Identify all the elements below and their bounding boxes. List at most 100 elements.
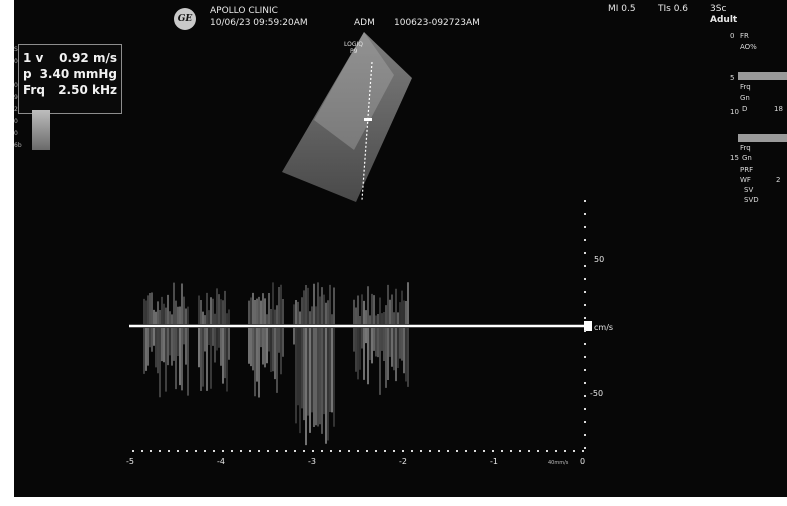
time-tick [528, 450, 530, 452]
left-strip-item: SE [14, 46, 24, 58]
time-tick [420, 450, 422, 452]
left-strip-item: 00 [14, 58, 24, 70]
ge-logo-icon: GE [174, 8, 196, 30]
scale-tick [584, 382, 586, 384]
sample-volume-gate[interactable] [364, 118, 372, 121]
time-tick [582, 450, 584, 452]
scale-tick [584, 369, 586, 371]
time-tick [321, 450, 323, 452]
time-tick [510, 450, 512, 452]
bmode-tissue-highlight [314, 32, 394, 150]
scale-tick [584, 265, 586, 267]
time-tick [204, 450, 206, 452]
param-gn-2: Gn [742, 154, 752, 162]
left-strip-item: 2 [14, 106, 18, 113]
time-tick [312, 450, 314, 452]
param-wf-value: 2 [776, 176, 781, 184]
doppler-cursor-line[interactable] [361, 61, 373, 201]
param-prf: PRF [740, 166, 754, 174]
velocity-label: 1 v [23, 51, 44, 65]
time-tick-label: -5 [126, 457, 134, 466]
depth-mark-10: 10 [730, 108, 739, 116]
pressure-value: 3.40 mmHg [39, 67, 117, 81]
time-tick [393, 450, 395, 452]
time-axis [132, 450, 584, 452]
image-label-sub: P9 [350, 48, 358, 55]
pressure-label: p [23, 67, 32, 81]
depth-mark-15: 15 [730, 154, 739, 162]
scale-tick [584, 291, 586, 293]
logo-text: GE [177, 14, 193, 24]
scale-tick [584, 200, 586, 202]
bmode-sector[interactable] [282, 32, 412, 202]
operator-id: ADM [354, 18, 375, 28]
time-tick [402, 450, 404, 452]
time-tick [483, 450, 485, 452]
time-tick [303, 450, 305, 452]
time-tick [276, 450, 278, 452]
time-tick [231, 450, 233, 452]
time-tick [141, 450, 143, 452]
left-info-strip: SE 00 0 9 2 0 0 6b [14, 46, 24, 154]
param-svd: SVD [744, 196, 759, 204]
time-tick [357, 450, 359, 452]
scale-tick [584, 330, 586, 332]
clinic-name: APOLLO CLINIC [210, 6, 278, 16]
time-tick-label: -3 [308, 457, 316, 466]
time-tick [177, 450, 179, 452]
time-tick [537, 450, 539, 452]
time-tick-label: 0 [580, 457, 585, 466]
time-tick [150, 450, 152, 452]
time-tick [546, 450, 548, 452]
pw-section-bar [738, 134, 787, 142]
time-tick [132, 450, 134, 452]
time-tick [366, 450, 368, 452]
scale-tick [584, 447, 586, 449]
time-tick [474, 450, 476, 452]
param-d-value: 18 [774, 105, 783, 113]
time-tick [258, 450, 260, 452]
param-fr: FR [740, 32, 749, 40]
scale-unit-label: cm/s [594, 323, 613, 332]
param-ao: AO% [740, 43, 757, 51]
time-tick [339, 450, 341, 452]
param-gn-1: Gn [740, 94, 750, 102]
scale-tick [584, 421, 586, 423]
time-tick [168, 450, 170, 452]
mechanical-index: MI 0.5 [608, 4, 636, 14]
frequency-value: 2.50 kHz [58, 83, 117, 97]
left-strip-item: 6b [14, 142, 22, 149]
time-tick [159, 450, 161, 452]
scale-tick [584, 434, 586, 436]
param-d: D [742, 105, 748, 113]
baseline-handle[interactable] [584, 321, 592, 331]
time-tick [429, 450, 431, 452]
parameter-panel: 0 FR AO% 5 Frq Gn 10 D 18 Frq 15 Gn PRF … [730, 28, 787, 228]
image-label: LOGIQ [344, 41, 363, 48]
scale-tick [584, 226, 586, 228]
scale-upper-label: 50 [594, 255, 604, 264]
time-tick [564, 450, 566, 452]
time-tick [519, 450, 521, 452]
time-tick [267, 450, 269, 452]
scale-tick [584, 239, 586, 241]
scale-tick [584, 408, 586, 410]
bmode-section-bar [738, 72, 787, 80]
time-tick-label: -4 [217, 457, 225, 466]
time-tick [492, 450, 494, 452]
doppler-spectrum [143, 282, 409, 446]
scale-tick [584, 278, 586, 280]
time-tick [384, 450, 386, 452]
measurement-box[interactable]: 1 v 0.92 m/s p 3.40 mmHg Frq 2.50 kHz [18, 44, 122, 114]
time-tick [555, 450, 557, 452]
sweep-speed-label: 40mm/s [548, 460, 569, 466]
left-strip-item: 0 [14, 118, 18, 125]
time-tick [294, 450, 296, 452]
time-tick [285, 450, 287, 452]
left-strip-item: 9 [14, 94, 18, 101]
param-sv: SV [744, 186, 754, 194]
time-tick [249, 450, 251, 452]
time-tick [186, 450, 188, 452]
time-tick-label: -2 [399, 457, 407, 466]
left-strip-item: 0 [14, 130, 18, 137]
